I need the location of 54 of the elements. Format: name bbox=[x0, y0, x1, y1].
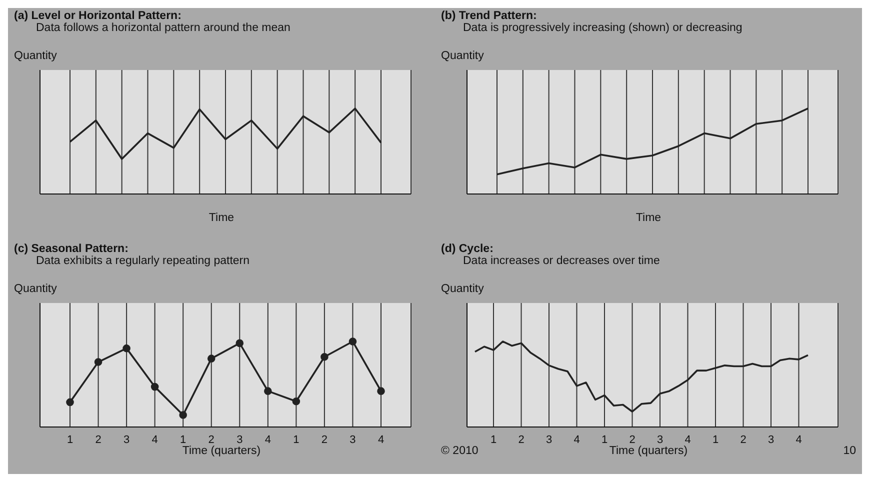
y-axis-title: Quantity bbox=[441, 50, 485, 62]
x-tick-label: 4 bbox=[796, 434, 802, 446]
x-tick-label: 2 bbox=[518, 434, 524, 446]
x-tick-label: 4 bbox=[574, 434, 580, 446]
x-axis-title: Time (quarters) bbox=[609, 445, 688, 459]
chart-subtitle: Data increases or decreases over time bbox=[462, 255, 661, 269]
text: 10 bbox=[842, 445, 856, 459]
x-tick-label: 1 bbox=[712, 434, 719, 446]
x-axis-title: Time bbox=[208, 212, 234, 226]
point bbox=[292, 397, 300, 406]
x-tick-label: 2 bbox=[629, 434, 636, 446]
x-tick-label: 3 bbox=[656, 434, 664, 446]
x-tick-label: 1 bbox=[490, 434, 497, 446]
x-axis-title: Time (quarters) bbox=[182, 445, 261, 459]
point bbox=[94, 358, 102, 366]
point bbox=[207, 354, 216, 362]
x-tick-label: 2 bbox=[740, 434, 746, 446]
x-tick-label: 1 bbox=[180, 434, 186, 446]
y-axis-title: Quantity bbox=[14, 50, 58, 62]
point bbox=[320, 352, 328, 361]
point bbox=[150, 382, 159, 391]
x-tick-label: 4 bbox=[684, 434, 691, 446]
x-tick-label: 4 bbox=[152, 434, 158, 446]
x-tick-label: 3 bbox=[350, 434, 356, 446]
chart-subtitle: Data is progressively increasing (shown) or decreasing bbox=[462, 22, 744, 36]
point bbox=[236, 339, 244, 348]
text: © 2010 bbox=[441, 445, 480, 459]
chart-title: (a) Level or Horizontal Pattern: bbox=[14, 10, 182, 22]
chart-title: (d) Cycle: bbox=[441, 243, 494, 255]
point bbox=[348, 338, 357, 346]
x-tick-label: 1 bbox=[66, 434, 74, 446]
x-tick-label: 4 bbox=[378, 434, 384, 446]
x-tick-label: 1 bbox=[293, 434, 300, 446]
x-tick-label: 2 bbox=[208, 434, 214, 446]
x-tick-label: 2 bbox=[95, 434, 102, 446]
x-tick-label: 3 bbox=[768, 434, 774, 446]
point bbox=[377, 387, 385, 395]
y-axis-title: Quantity bbox=[14, 283, 58, 295]
chart-title: (c) Seasonal Pattern: bbox=[14, 243, 130, 255]
x-tick-label: 4 bbox=[264, 434, 271, 446]
point bbox=[179, 411, 187, 419]
point bbox=[264, 387, 272, 395]
point bbox=[122, 344, 130, 352]
chart-subtitle: Data follows a horizontal pattern around the mean bbox=[35, 22, 292, 36]
x-tick-label: 3 bbox=[546, 434, 552, 446]
chart-title: (b) Trend Pattern: bbox=[441, 10, 538, 22]
point bbox=[66, 398, 74, 406]
chart-subtitle: Data exhibits a regularly repeating pattern bbox=[35, 255, 251, 269]
x-tick-label: 2 bbox=[321, 434, 328, 446]
x-axis-title: Time bbox=[636, 212, 662, 226]
x-tick-label: 3 bbox=[123, 434, 130, 446]
x-tick-label: 1 bbox=[601, 434, 608, 446]
x-tick-label: 3 bbox=[236, 434, 243, 446]
y-axis-title: Quantity bbox=[441, 283, 485, 295]
